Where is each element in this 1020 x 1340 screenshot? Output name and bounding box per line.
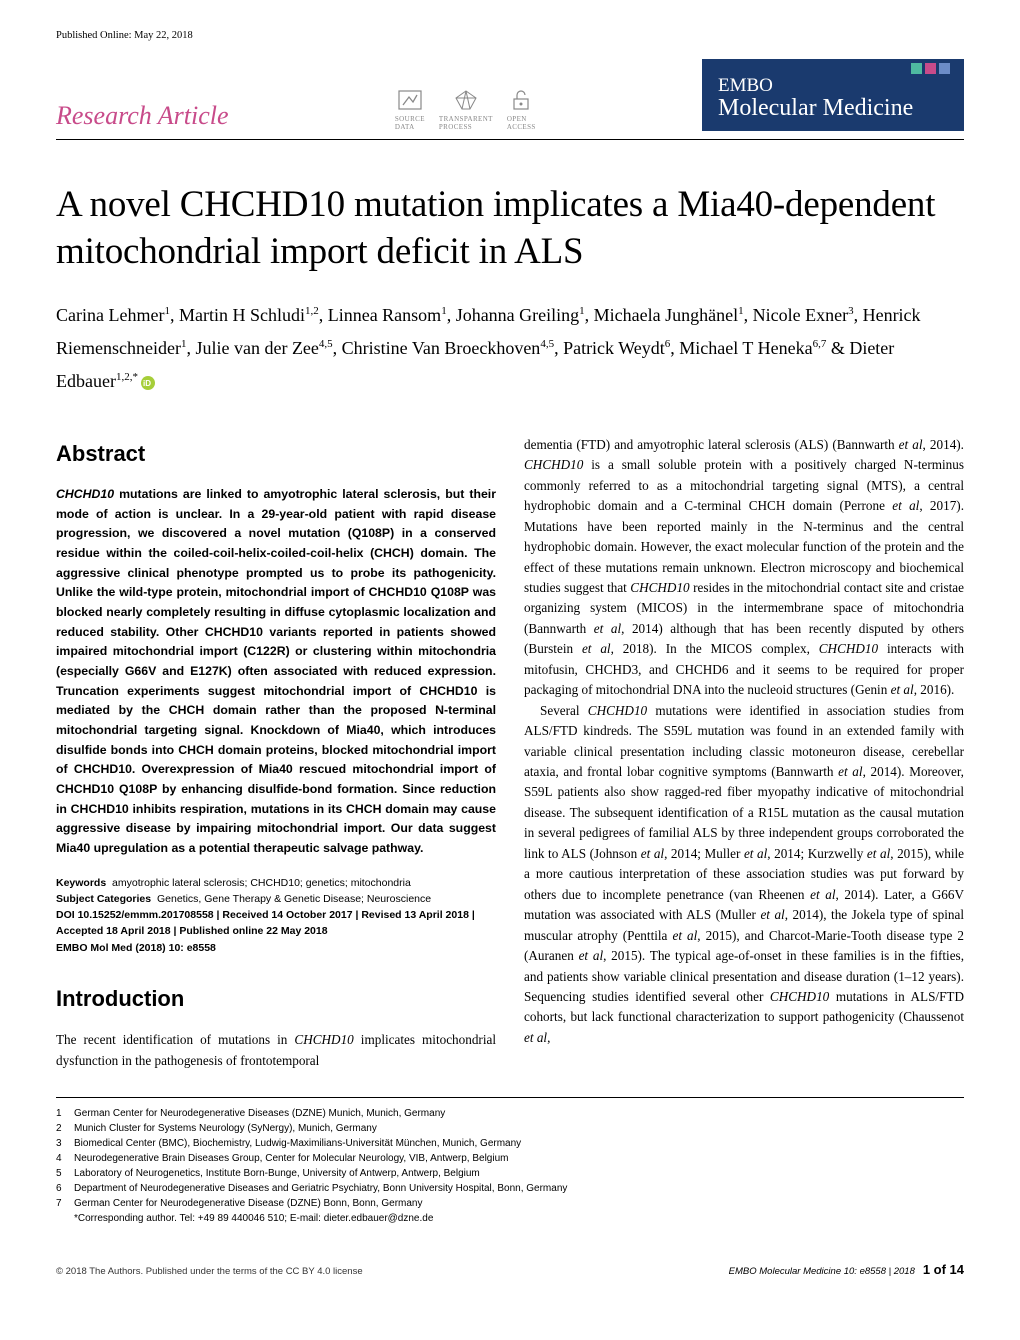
keywords-text: amyotrophic lateral sclerosis; CHCHD10; … <box>112 877 411 889</box>
page-footer: © 2018 The Authors. Published under the … <box>56 1256 964 1277</box>
transparent-process-badge: TRANSPARENT PROCESS <box>439 88 493 131</box>
article-type: Research Article <box>56 101 229 131</box>
corresponding-author: *Corresponding author. Tel: +49 89 44004… <box>56 1211 964 1226</box>
left-column: Abstract CHCHD10 mutations are linked to… <box>56 435 496 1071</box>
subject-categories-text: Genetics, Gene Therapy & Genetic Disease… <box>157 893 431 905</box>
citation-line: EMBO Mol Med (2018) 10: e8558 <box>56 942 216 954</box>
affiliation-row: 6Department of Neurodegenerative Disease… <box>56 1181 964 1196</box>
doi-line: DOI 10.15252/emmm.201708558 | Received 1… <box>56 909 475 937</box>
keywords-block: Keywords amyotrophic lateral sclerosis; … <box>56 875 496 956</box>
source-data-icon <box>396 88 424 112</box>
source-data-label: SOURCE DATA <box>395 115 425 131</box>
page-number: 1 of 14 <box>923 1262 964 1277</box>
orcid-icon[interactable] <box>141 376 155 390</box>
journal-squares <box>718 63 950 74</box>
affiliation-row: 4Neurodegenerative Brain Diseases Group,… <box>56 1151 964 1166</box>
transparent-process-label: TRANSPARENT PROCESS <box>439 115 493 131</box>
open-access-label: OPEN ACCESS <box>507 115 536 131</box>
square-3 <box>939 63 950 74</box>
open-access-badge: OPEN ACCESS <box>507 88 536 131</box>
square-2 <box>925 63 936 74</box>
affiliations-rule <box>56 1097 964 1098</box>
affiliation-row: 5Laboratory of Neurogenetics, Institute … <box>56 1166 964 1181</box>
footer-citation: EMBO Molecular Medicine 10: e8558 | 2018… <box>729 1262 964 1277</box>
footer-journal-ref: EMBO Molecular Medicine 10: e8558 | 2018 <box>729 1266 915 1277</box>
right-para-2: Several CHCHD10 mutations were identifie… <box>524 701 964 1049</box>
header-rule <box>56 139 964 140</box>
subject-categories-label: Subject Categories <box>56 893 151 905</box>
transparent-process-icon <box>452 88 480 112</box>
square-1 <box>911 63 922 74</box>
header-row: Research Article SOURCE DATA TRANSPARENT… <box>56 59 964 131</box>
published-online: Published Online: May 22, 2018 <box>56 30 964 41</box>
right-column: dementia (FTD) and amyotrophic lateral s… <box>524 435 964 1071</box>
abstract-heading: Abstract <box>56 437 496 471</box>
author-list: Carina Lehmer1, Martin H Schludi1,2, Lin… <box>56 299 964 399</box>
open-access-icon <box>510 88 532 112</box>
abstract-text: CHCHD10 mutations are linked to amyotrop… <box>56 485 496 859</box>
header-badges: SOURCE DATA TRANSPARENT PROCESS OPEN ACC… <box>395 88 536 131</box>
journal-embo: EMBO <box>718 76 944 95</box>
journal-block: EMBO Molecular Medicine <box>702 59 964 131</box>
footer-copyright: © 2018 The Authors. Published under the … <box>56 1266 363 1277</box>
journal-molmed: Molecular Medicine <box>718 95 944 121</box>
two-column-body: Abstract CHCHD10 mutations are linked to… <box>56 435 964 1071</box>
source-data-badge: SOURCE DATA <box>395 88 425 131</box>
introduction-heading: Introduction <box>56 982 496 1016</box>
affiliation-row: 1German Center for Neurodegenerative Dis… <box>56 1106 964 1121</box>
right-para-1: dementia (FTD) and amyotrophic lateral s… <box>524 435 964 701</box>
affiliation-row: 3Biomedical Center (BMC), Biochemistry, … <box>56 1136 964 1151</box>
intro-left-para: The recent identification of mutations i… <box>56 1030 496 1071</box>
article-title: A novel CHCHD10 mutation implicates a Mi… <box>56 182 964 275</box>
affiliations: 1German Center for Neurodegenerative Dis… <box>56 1106 964 1226</box>
affiliation-row: 2Munich Cluster for Systems Neurology (S… <box>56 1121 964 1136</box>
affiliation-row: 7German Center for Neurodegenerative Dis… <box>56 1196 964 1211</box>
keywords-label: Keywords <box>56 877 106 889</box>
